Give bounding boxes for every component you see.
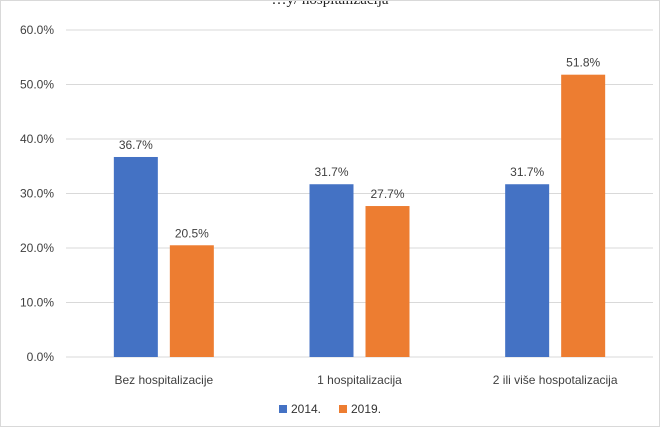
legend-swatch-series-1 — [339, 405, 347, 413]
legend-item-series-1: 2019. — [339, 402, 381, 416]
bar-series0-cat1 — [309, 184, 354, 357]
y-tick-label-3: 30.0% — [20, 187, 54, 201]
legend-swatch-series-0 — [278, 405, 287, 413]
data-label-series0-cat0: 36.7% — [119, 138, 153, 152]
legend-item-series-0: 2014. — [278, 402, 321, 416]
y-tick-label-2: 20.0% — [20, 241, 54, 255]
legend-label-series-1: 2019. — [351, 402, 382, 416]
bar-series0-cat2 — [505, 184, 550, 357]
legend: 2014. 2019. — [1, 402, 659, 416]
bar-series0-cat0 — [113, 156, 158, 357]
category-label-0: Bez hospitalizacije — [114, 373, 213, 387]
data-label-series0-cat2: 31.7% — [510, 165, 544, 179]
category-label-1: 1 hospitalizacija — [317, 373, 402, 387]
data-label-series1-cat0: 20.5% — [175, 226, 209, 240]
y-tick-label-5: 50.0% — [20, 78, 54, 92]
legend-label-series-0: 2014. — [290, 402, 321, 416]
y-tick-label-0: 0.0% — [27, 350, 55, 364]
y-tick-label-1: 10.0% — [20, 296, 54, 310]
bar-series1-cat0 — [169, 245, 214, 357]
data-label-series1-cat2: 51.8% — [566, 56, 600, 70]
data-label-series1-cat1: 27.7% — [370, 187, 404, 201]
y-tick-label-6: 60.0% — [20, 23, 54, 37]
chart-title: …y/ hospitalizacija — [271, 0, 389, 8]
y-tick-label-4: 40.0% — [20, 132, 54, 146]
bar-series1-cat2 — [561, 74, 606, 357]
data-label-series0-cat1: 31.7% — [314, 165, 348, 179]
bar-series1-cat1 — [365, 206, 410, 357]
category-label-2: 2 ili više hospotalizacija — [493, 373, 618, 387]
